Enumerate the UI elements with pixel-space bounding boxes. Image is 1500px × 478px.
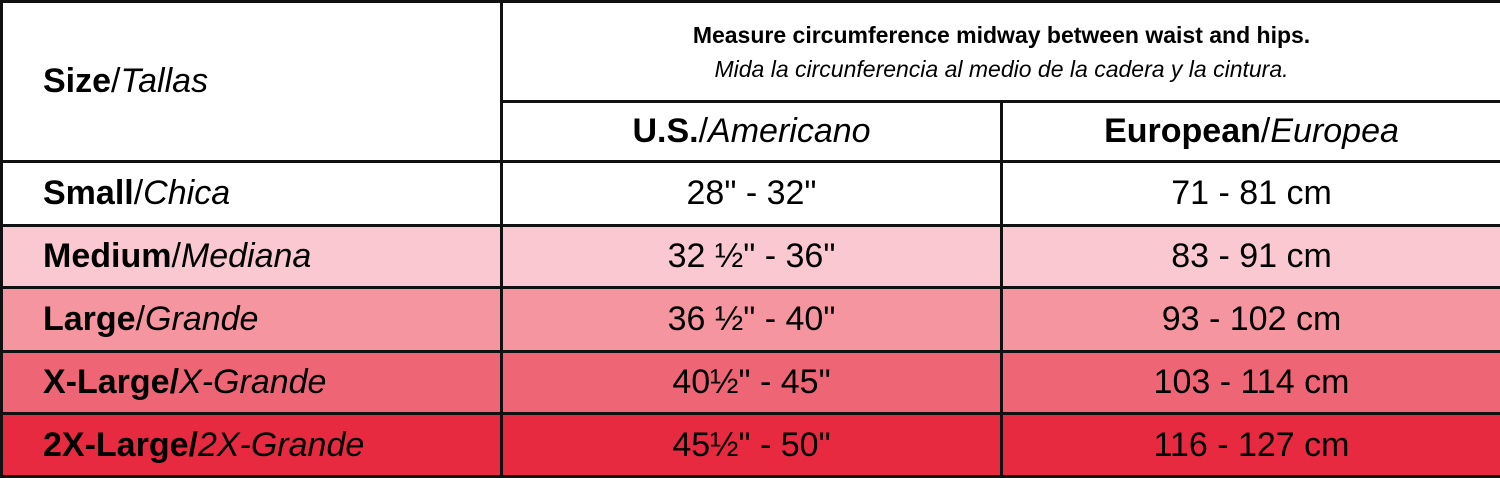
text: Size	[43, 62, 111, 100]
text: /	[699, 112, 708, 150]
us-cell: 45½" - 50"	[502, 414, 1002, 477]
size-es: X-Grande	[179, 363, 326, 401]
separator: /	[171, 237, 180, 275]
us-cell: 32 ½" - 36"	[502, 226, 1002, 288]
us-header: U.S./Americano	[502, 102, 1002, 162]
size-cell: Small/Chica	[2, 162, 502, 226]
separator: /	[170, 363, 179, 401]
us-cell: 40½" - 45"	[502, 352, 1002, 414]
size-en: Small	[43, 174, 134, 212]
size-cell: Medium/Mediana	[2, 226, 502, 288]
note-es: Mida la circunferencia al medio de la ca…	[503, 52, 1500, 86]
text: Americano	[708, 112, 871, 150]
size-es: Mediana	[181, 237, 311, 275]
text: Tallas	[121, 62, 209, 100]
us-cell: 36 ½" - 40"	[502, 288, 1002, 352]
size-en: Medium	[43, 237, 171, 275]
measure-note: Measure circumference midway between wai…	[502, 2, 1500, 102]
separator: /	[136, 300, 145, 338]
us-cell: 28" - 32"	[502, 162, 1002, 226]
eu-header: European/Europea	[1002, 102, 1500, 162]
eu-cell: 83 - 91 cm	[1002, 226, 1500, 288]
size-es: Grande	[145, 300, 258, 338]
text: /	[111, 62, 120, 100]
eu-cell: 116 - 127 cm	[1002, 414, 1500, 477]
size-es: 2X-Grande	[198, 426, 364, 464]
size-cell: X-Large/X-Grande	[2, 352, 502, 414]
text: /	[1261, 112, 1270, 150]
header-row: Size/Tallas Measure circumference midway…	[2, 2, 1500, 102]
size-es: Chica	[143, 174, 230, 212]
size-en: Large	[43, 300, 136, 338]
text: U.S.	[632, 112, 698, 150]
size-en: 2X-Large	[43, 426, 189, 464]
eu-cell: 71 - 81 cm	[1002, 162, 1500, 226]
separator: /	[134, 174, 143, 212]
size-header: Size/Tallas	[2, 2, 502, 162]
eu-cell: 93 - 102 cm	[1002, 288, 1500, 352]
note: Measure circumference midway between wai…	[503, 18, 1500, 52]
text: Europea	[1270, 112, 1399, 150]
size-en: X-Large	[43, 363, 170, 401]
separator: /	[189, 426, 198, 464]
size-cell: Large/Grande	[2, 288, 502, 352]
eu-cell: 103 - 114 cm	[1002, 352, 1500, 414]
text: European	[1104, 112, 1261, 150]
size-cell: 2X-Large/2X-Grande	[2, 414, 502, 477]
